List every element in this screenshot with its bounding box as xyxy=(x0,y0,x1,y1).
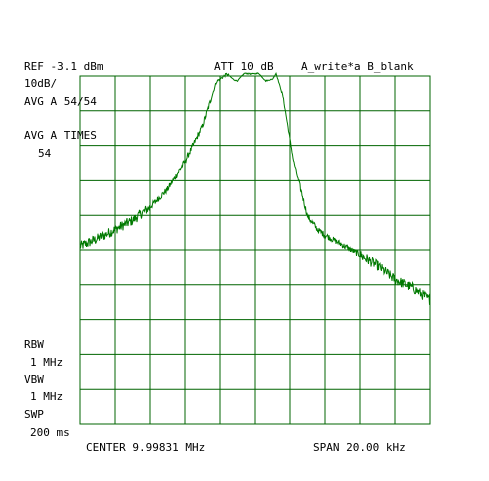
scale-per-div: 10dB/ xyxy=(24,77,58,90)
attenuation: ATT 10 dB xyxy=(214,60,274,73)
rbw-value: 1 MHz xyxy=(30,356,64,369)
rbw-label: RBW xyxy=(24,338,44,351)
center-frequency: CENTER 9.99831 MHz xyxy=(86,441,206,454)
ref-level: REF -3.1 dBm xyxy=(24,60,104,73)
spectrum-trace xyxy=(79,72,431,305)
grid xyxy=(80,76,430,424)
span: SPAN 20.00 kHz xyxy=(313,441,406,454)
vbw-value: 1 MHz xyxy=(30,390,64,403)
vbw-label: VBW xyxy=(24,373,44,386)
avg-times-label: AVG A TIMES xyxy=(24,129,97,142)
avg-a: AVG A 54/54 xyxy=(24,95,97,108)
swp-label: SWP xyxy=(24,408,44,421)
avg-times-value: 54 xyxy=(38,147,52,160)
trace-mode: A_write*a B_blank xyxy=(301,60,414,73)
swp-value: 200 ms xyxy=(30,426,70,439)
